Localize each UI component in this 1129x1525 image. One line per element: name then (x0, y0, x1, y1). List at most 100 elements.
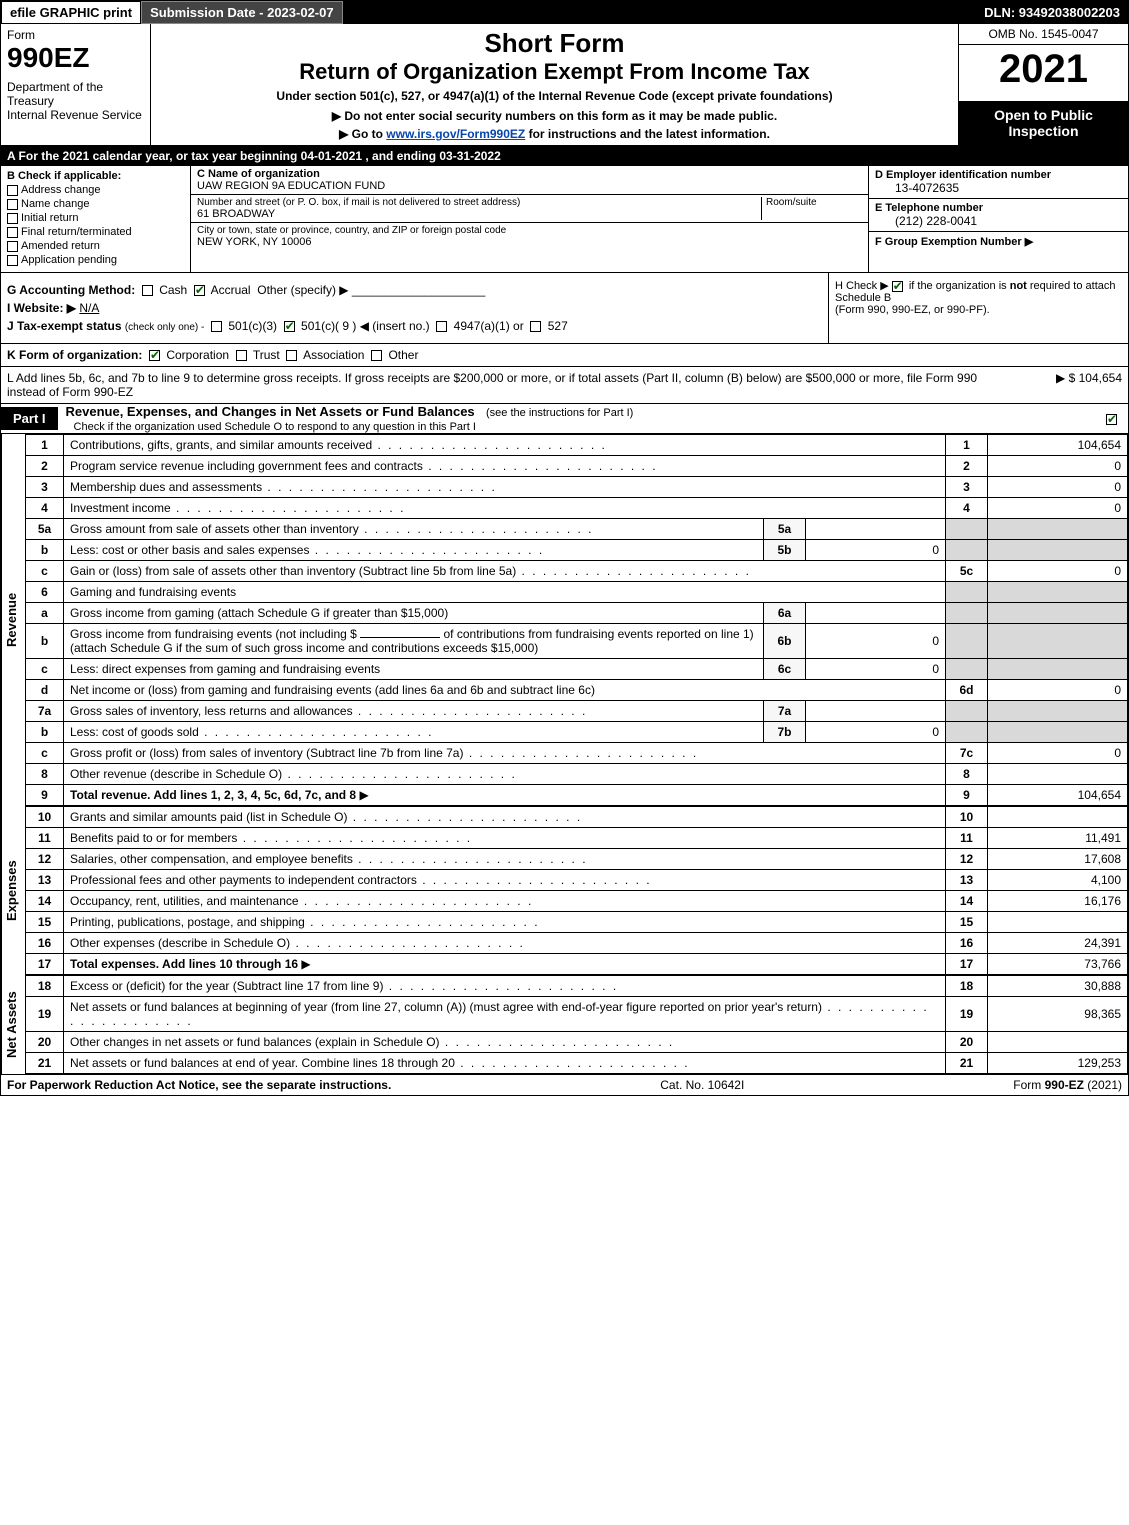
l6a-ln-shade (946, 603, 988, 624)
l7b-no: b (26, 722, 64, 743)
l6b-val-shade (988, 624, 1128, 659)
l6a-no: a (26, 603, 64, 624)
top-bar: efile GRAPHIC print Submission Date - 20… (1, 1, 1128, 24)
dln-number: DLN: 93492038002203 (976, 1, 1128, 24)
l6d-no: d (26, 680, 64, 701)
l3-ln: 3 (946, 477, 988, 498)
l6c-sub: 6c (764, 659, 806, 680)
l9-no: 9 (26, 785, 64, 806)
l6a-subval (806, 603, 946, 624)
line-19: 19 Net assets or fund balances at beginn… (26, 997, 1128, 1032)
form-title: Return of Organization Exempt From Incom… (159, 59, 950, 85)
j-note: (check only one) - (125, 322, 204, 333)
l6c-subval: 0 (806, 659, 946, 680)
org-name-cell: C Name of organization UAW REGION 9A EDU… (191, 166, 868, 195)
l5b-no: b (26, 540, 64, 561)
l6b-desc: Gross income from fundraising events (no… (64, 624, 764, 659)
chk-527[interactable] (530, 321, 541, 332)
chk-corp[interactable] (149, 350, 160, 361)
l-row: L Add lines 5b, 6c, and 7b to line 9 to … (1, 367, 1128, 404)
chk-trust[interactable] (236, 350, 247, 361)
org-name-value: UAW REGION 9A EDUCATION FUND (197, 180, 862, 192)
footer: For Paperwork Reduction Act Notice, see … (1, 1074, 1128, 1095)
g-cash: Cash (159, 283, 187, 297)
l7c-desc: Gross profit or (loss) from sales of inv… (64, 743, 946, 764)
chk-accrual[interactable] (194, 285, 205, 296)
line-5c: c Gain or (loss) from sale of assets oth… (26, 561, 1128, 582)
group-exemption-label: F Group Exemption Number ▶ (875, 236, 1033, 248)
k-o1: Corporation (166, 348, 229, 362)
chk-assoc[interactable] (286, 350, 297, 361)
chk-address-change[interactable]: Address change (7, 184, 184, 196)
chk-name-change[interactable]: Name change (7, 198, 184, 210)
l6b-sub: 6b (764, 624, 806, 659)
l21-val: 129,253 (988, 1053, 1128, 1074)
section-ghi: G Accounting Method: Cash Accrual Other … (1, 273, 1128, 344)
l16-no: 16 (26, 933, 64, 954)
l4-no: 4 (26, 498, 64, 519)
tax-year: 2021 (959, 45, 1128, 101)
open-to-public: Open to Public Inspection (959, 101, 1128, 145)
l14-ln: 14 (946, 891, 988, 912)
l7a-val-shade (988, 701, 1128, 722)
l9-ln: 9 (946, 785, 988, 806)
chk-other-org[interactable] (371, 350, 382, 361)
l1-val: 104,654 (988, 435, 1128, 456)
group-exemption-row: F Group Exemption Number ▶ (869, 232, 1128, 251)
chk-cash[interactable] (142, 285, 153, 296)
l6b-subval: 0 (806, 624, 946, 659)
l7b-ln-shade (946, 722, 988, 743)
l6a-val-shade (988, 603, 1128, 624)
l18-no: 18 (26, 976, 64, 997)
l6-val-shade (988, 582, 1128, 603)
expenses-section: Expenses 10 Grants and similar amounts p… (1, 806, 1128, 975)
l11-val: 11,491 (988, 828, 1128, 849)
g-label: G Accounting Method: (7, 283, 135, 297)
l6a-sub: 6a (764, 603, 806, 624)
ein-row: D Employer identification number 13-4072… (869, 166, 1128, 199)
j-o2: 501(c)( 9 ) ◀ (insert no.) (301, 319, 430, 333)
l19-ln: 19 (946, 997, 988, 1032)
chk-application-pending[interactable]: Application pending (7, 254, 184, 266)
l6c-val-shade (988, 659, 1128, 680)
l3-desc: Membership dues and assessments (64, 477, 946, 498)
l6c-no: c (26, 659, 64, 680)
l17-val: 73,766 (988, 954, 1128, 975)
l-value: ▶ $ 104,654 (982, 371, 1122, 399)
submission-date: Submission Date - 2023-02-07 (141, 1, 343, 24)
chk-final-return[interactable]: Final return/terminated (7, 226, 184, 238)
line-13: 13 Professional fees and other payments … (26, 870, 1128, 891)
chk-501c[interactable] (284, 321, 295, 332)
chk-initial-return[interactable]: Initial return (7, 212, 184, 224)
chk-4947[interactable] (436, 321, 447, 332)
line-6c: c Less: direct expenses from gaming and … (26, 659, 1128, 680)
l7a-ln-shade (946, 701, 988, 722)
line-14: 14 Occupancy, rent, utilities, and maint… (26, 891, 1128, 912)
chk-501c3[interactable] (211, 321, 222, 332)
l13-desc: Professional fees and other payments to … (64, 870, 946, 891)
l20-desc: Other changes in net assets or fund bala… (64, 1032, 946, 1053)
l4-val: 0 (988, 498, 1128, 519)
street-cell: Number and street (or P. O. box, if mail… (191, 195, 868, 223)
l14-val: 16,176 (988, 891, 1128, 912)
footer-left: For Paperwork Reduction Act Notice, see … (7, 1078, 391, 1092)
chk-schedule-o[interactable] (1106, 414, 1117, 425)
l9-val: 104,654 (988, 785, 1128, 806)
sub3-post: for instructions and the latest informat… (525, 127, 770, 141)
l11-no: 11 (26, 828, 64, 849)
l6b-ln-shade (946, 624, 988, 659)
irs-link[interactable]: www.irs.gov/Form990EZ (386, 127, 525, 141)
street-label: Number and street (or P. O. box, if mail… (197, 197, 761, 208)
chk-h[interactable] (892, 281, 903, 292)
chk-app-pending-label: Application pending (21, 254, 117, 266)
revenue-table: 1 Contributions, gifts, grants, and simi… (25, 434, 1128, 806)
line-6b: b Gross income from fundraising events (… (26, 624, 1128, 659)
l6d-desc: Net income or (loss) from gaming and fun… (64, 680, 946, 701)
sidebar-netassets: Net Assets (1, 975, 25, 1074)
line-8: 8 Other revenue (describe in Schedule O)… (26, 764, 1128, 785)
l1-desc: Contributions, gifts, grants, and simila… (64, 435, 946, 456)
chk-amended[interactable]: Amended return (7, 240, 184, 252)
l10-desc: Grants and similar amounts paid (list in… (64, 807, 946, 828)
l7c-no: c (26, 743, 64, 764)
l6b-blank (360, 637, 440, 638)
